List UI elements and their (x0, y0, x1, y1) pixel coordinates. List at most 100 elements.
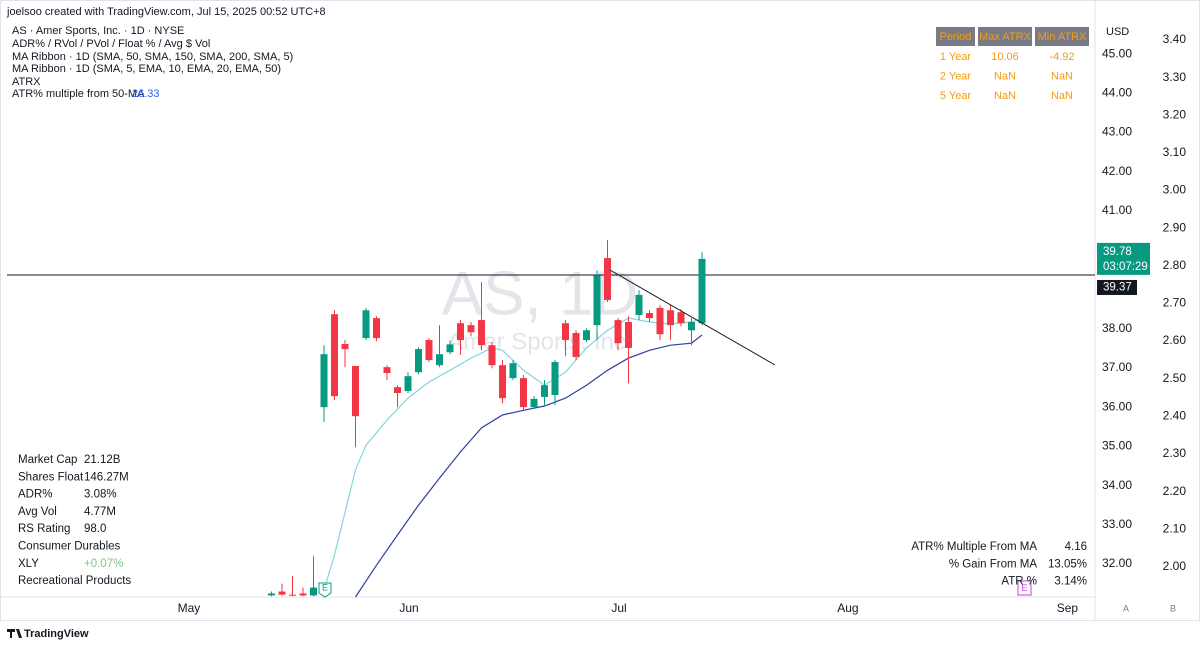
header-line: MA Ribbon · 1D (SMA, 5, EMA, 10, EMA, 20… (12, 63, 281, 75)
x-tick-label: May (178, 601, 201, 615)
candle-body (687, 322, 695, 331)
candle-body (635, 294, 643, 315)
candle-body (498, 365, 506, 399)
candle-body (530, 398, 538, 408)
stat-label: RS Rating (18, 523, 70, 535)
table-cell: NaN (994, 70, 1016, 82)
stat-label: Shares Float (18, 471, 84, 483)
stat-label: % Gain From MA (949, 558, 1038, 570)
stat-label: Market Cap (18, 454, 77, 466)
y2-tick-label: 2.00 (1163, 559, 1187, 573)
y-tick-label: 35.00 (1102, 439, 1132, 453)
candle-body (299, 593, 307, 596)
candle-body (372, 318, 380, 339)
candle-body (383, 367, 391, 374)
table-header-cell (936, 27, 975, 46)
candle-body (540, 385, 548, 397)
candle-body (477, 320, 485, 346)
candle-body (320, 354, 328, 408)
ma-line (323, 317, 703, 591)
stat-label: ATR% Multiple From MA (911, 541, 1037, 553)
event-badge[interactable] (1017, 580, 1032, 596)
y2-tick-label: 3.10 (1163, 145, 1187, 159)
header-line: ATR% multiple from 50-MA (12, 88, 145, 100)
table-header: Max ATRX (979, 31, 1031, 43)
y2-tick-label: 2.90 (1163, 220, 1187, 234)
y-tick-label: 43.00 (1102, 125, 1132, 139)
header-line: ADR% / RVol / PVol / Float % / Avg $ Vol (12, 38, 210, 50)
candle-body (593, 275, 601, 326)
candle-body (362, 310, 370, 339)
y-tick-label: 33.00 (1102, 517, 1132, 531)
stat-value: 98.0 (84, 523, 106, 535)
candle-body (603, 258, 611, 301)
table-header: Period (940, 31, 972, 43)
y-tick-label: 38.00 (1102, 321, 1132, 335)
last-price-box (1097, 242, 1150, 275)
atr-value: 26.33 (132, 88, 160, 100)
candle-body (404, 376, 412, 392)
candle-body (341, 343, 349, 350)
y-tick-label: 34.00 (1102, 478, 1132, 492)
stat-value: 3.14% (1054, 576, 1087, 588)
table-cell: 2 Year (940, 70, 972, 82)
stat-label: Consumer Durables (18, 541, 121, 553)
table-header-cell (1035, 27, 1089, 46)
price-line-label: 39.37 (1103, 281, 1132, 293)
table-cell: NaN (1051, 90, 1073, 102)
candle-body (278, 591, 286, 595)
plot (7, 240, 1095, 598)
y-tick-label: 41.00 (1102, 203, 1132, 217)
y2-tick-label: 3.30 (1163, 70, 1187, 84)
table-cell: -4.92 (1049, 51, 1074, 63)
stat-value: 146.27M (84, 471, 129, 483)
x-tick-label: Sep (1057, 601, 1079, 615)
candle-body (624, 322, 632, 348)
candle-body (446, 344, 454, 353)
axis-button-text: A (1123, 603, 1129, 613)
y2-tick-label: 2.30 (1163, 446, 1187, 460)
y-tick-label: 45.00 (1102, 46, 1132, 60)
y2-tick-label: 2.40 (1163, 409, 1187, 423)
axis-button-text: B (1170, 603, 1176, 613)
candle-body (414, 349, 422, 373)
stat-label: ADR% (18, 489, 53, 501)
y2-tick-label: 2.60 (1163, 333, 1187, 347)
x-tick-label: Aug (837, 601, 858, 615)
stat-label: Avg Vol (18, 506, 57, 518)
y-tick-label: 37.00 (1102, 360, 1132, 374)
y2-tick-label: 3.00 (1163, 183, 1187, 197)
candle-body (582, 330, 590, 341)
stat-label: XLY (18, 558, 39, 570)
candle-body (456, 323, 464, 341)
candle-body (572, 333, 580, 357)
earnings-badge[interactable] (318, 582, 332, 598)
x-tick-label: Jun (399, 601, 418, 615)
table-cell: 10.06 (991, 51, 1019, 63)
earnings-badge-text: E (322, 582, 328, 592)
axis-button[interactable] (1120, 603, 1132, 615)
stat-value: 4.77M (84, 506, 116, 518)
y2-tick-label: 2.80 (1163, 258, 1187, 272)
candle-body (309, 587, 317, 596)
candle-body (509, 363, 517, 379)
author: joelsoo created with TradingView.com, Ju… (6, 6, 326, 18)
trend-line (609, 269, 776, 366)
table-header: Min ATRX (1038, 31, 1087, 43)
footer: TradingView (24, 628, 89, 640)
candle-body (267, 593, 275, 596)
y-tick-label: 44.00 (1102, 86, 1132, 100)
currency: USD (1106, 26, 1129, 38)
candle-body (614, 320, 622, 344)
table-cell: 1 Year (940, 51, 972, 63)
candle-body (561, 323, 569, 341)
candle-body (425, 340, 433, 361)
candle-body (519, 378, 527, 408)
stat-value: 21.12B (84, 454, 121, 466)
candle-body (698, 258, 706, 324)
table-header-cell (978, 27, 1032, 46)
stat-value: +0.07% (84, 558, 123, 570)
candle-body (551, 362, 559, 395)
candle-body (488, 345, 496, 366)
